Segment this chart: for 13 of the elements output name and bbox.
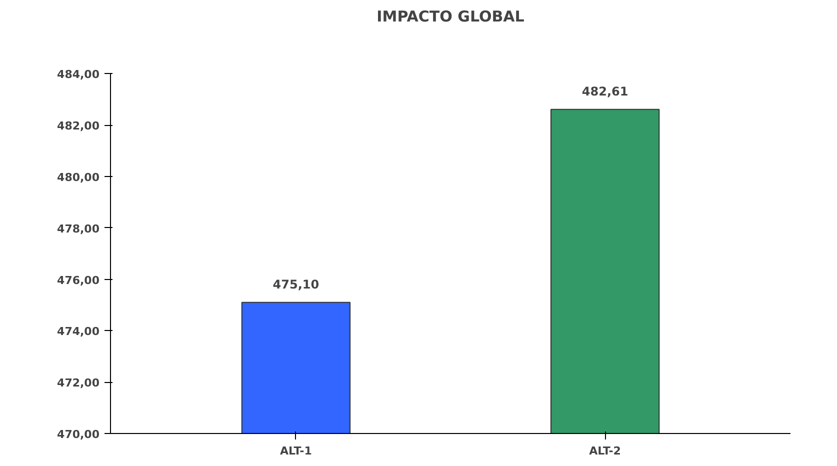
- y-tick-label: 480,00: [57, 170, 100, 184]
- y-tick-label: 470,00: [57, 428, 100, 441]
- y-tick-label: 482,00: [57, 120, 100, 133]
- data-label: 482,61: [582, 84, 628, 98]
- data-label: 475,10: [272, 277, 320, 292]
- chart-title: IMPACTO GLOBAL: [376, 8, 525, 26]
- x-tick-label: ALT-2: [589, 444, 621, 458]
- y-tick-label: 484,00: [57, 68, 100, 82]
- x-tick-label: ALT-1: [280, 444, 312, 458]
- y-tick-label: 476,00: [57, 274, 100, 287]
- y-tick-label: 474,00: [57, 325, 100, 338]
- y-tick-label: 472,00: [57, 376, 100, 390]
- y-tick-label: 478,00: [57, 222, 100, 236]
